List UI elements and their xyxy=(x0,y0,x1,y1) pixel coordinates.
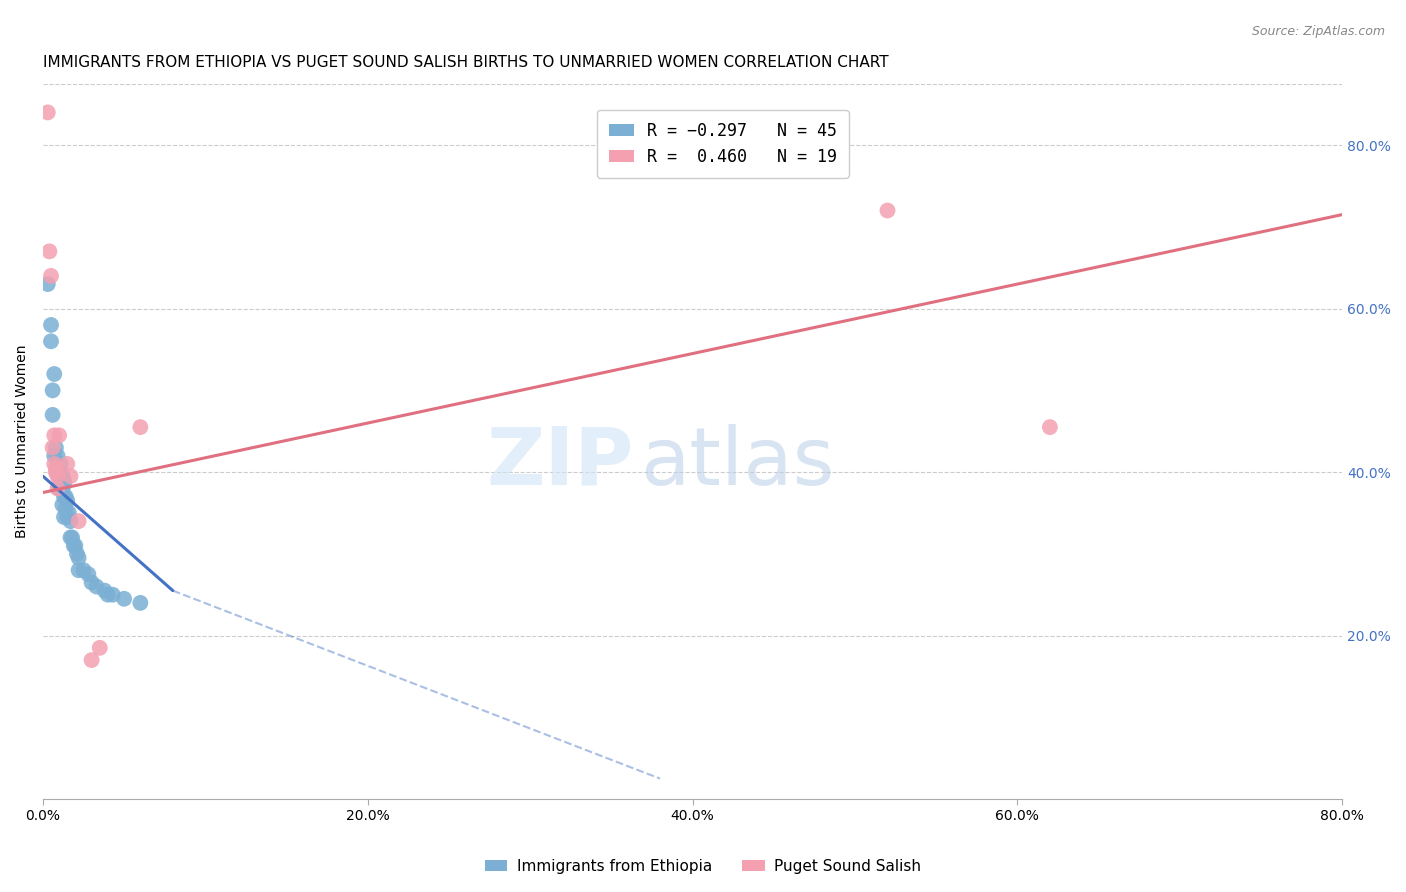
Point xyxy=(39,334,62,349)
Point xyxy=(876,203,898,218)
Point xyxy=(51,469,73,483)
Point xyxy=(93,583,115,598)
Point xyxy=(72,563,94,577)
Point xyxy=(60,531,83,545)
Point xyxy=(51,498,73,512)
Point xyxy=(67,550,90,565)
Point xyxy=(39,268,62,283)
Point xyxy=(41,384,63,398)
Point xyxy=(55,490,77,504)
Point xyxy=(53,510,76,524)
Point xyxy=(41,441,63,455)
Point xyxy=(44,428,66,442)
Point xyxy=(45,441,67,455)
Point xyxy=(53,473,76,487)
Point xyxy=(45,461,67,475)
Text: Source: ZipAtlas.com: Source: ZipAtlas.com xyxy=(1251,25,1385,38)
Point xyxy=(58,506,80,520)
Point xyxy=(56,510,79,524)
Point xyxy=(86,580,108,594)
Text: IMMIGRANTS FROM ETHIOPIA VS PUGET SOUND SALISH BIRTHS TO UNMARRIED WOMEN CORRELA: IMMIGRANTS FROM ETHIOPIA VS PUGET SOUND … xyxy=(44,55,889,70)
Point xyxy=(48,465,70,479)
Text: atlas: atlas xyxy=(641,424,835,502)
Point xyxy=(56,493,79,508)
Point xyxy=(129,596,152,610)
Point xyxy=(101,588,124,602)
Point xyxy=(48,469,70,483)
Point xyxy=(59,514,82,528)
Y-axis label: Births to Unmarried Women: Births to Unmarried Women xyxy=(15,344,30,538)
Point xyxy=(80,575,103,590)
Point xyxy=(49,482,72,496)
Point xyxy=(129,420,152,434)
Point xyxy=(55,501,77,516)
Point xyxy=(66,547,89,561)
Point xyxy=(46,465,69,479)
Point xyxy=(46,449,69,463)
Point xyxy=(67,514,90,528)
Legend: R = −0.297   N = 45, R =  0.460   N = 19: R = −0.297 N = 45, R = 0.460 N = 19 xyxy=(598,110,849,178)
Point xyxy=(37,105,59,120)
Point xyxy=(38,244,60,259)
Point xyxy=(67,563,90,577)
Point xyxy=(80,653,103,667)
Point xyxy=(48,428,70,442)
Text: ZIP: ZIP xyxy=(486,424,634,502)
Point xyxy=(44,449,66,463)
Point xyxy=(49,477,72,491)
Point xyxy=(46,469,69,483)
Point xyxy=(62,539,84,553)
Point xyxy=(1039,420,1062,434)
Point xyxy=(37,277,59,291)
Point xyxy=(59,469,82,483)
Point xyxy=(41,408,63,422)
Point xyxy=(77,567,100,582)
Point xyxy=(59,531,82,545)
Point xyxy=(48,482,70,496)
Point xyxy=(53,477,76,491)
Point xyxy=(65,539,87,553)
Point xyxy=(44,457,66,471)
Point xyxy=(49,457,72,471)
Point xyxy=(44,367,66,381)
Point xyxy=(56,457,79,471)
Point xyxy=(53,490,76,504)
Point xyxy=(89,640,111,655)
Point xyxy=(51,482,73,496)
Point xyxy=(45,465,67,479)
Point xyxy=(112,591,135,606)
Point xyxy=(46,482,69,496)
Point xyxy=(39,318,62,332)
Point xyxy=(97,588,120,602)
Legend: Immigrants from Ethiopia, Puget Sound Salish: Immigrants from Ethiopia, Puget Sound Sa… xyxy=(478,853,928,880)
